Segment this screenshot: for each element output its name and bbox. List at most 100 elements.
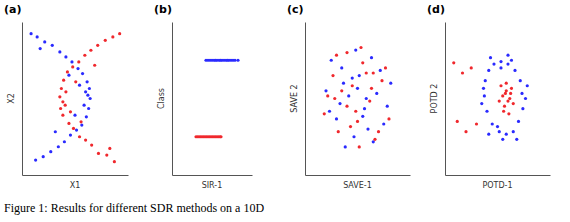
point xyxy=(509,92,512,95)
point xyxy=(80,124,83,127)
panel-label: (d) xyxy=(427,3,445,16)
point xyxy=(498,130,501,133)
panel-label: (c) xyxy=(287,3,304,16)
point xyxy=(505,133,508,136)
point xyxy=(335,54,338,57)
y-axis xyxy=(22,23,23,176)
point xyxy=(77,60,80,63)
point xyxy=(489,56,492,59)
x-label: SIR-1 xyxy=(202,181,223,190)
point xyxy=(358,74,361,77)
point xyxy=(344,145,347,148)
point xyxy=(359,46,362,49)
point xyxy=(323,112,326,115)
point xyxy=(356,87,359,90)
panel: (d)POTD-1POTD 2 xyxy=(427,3,551,190)
point xyxy=(373,138,376,141)
x-axis xyxy=(446,175,551,176)
point xyxy=(113,160,116,163)
point xyxy=(39,47,42,50)
point xyxy=(69,133,72,136)
point xyxy=(61,100,64,103)
point xyxy=(377,130,380,133)
point xyxy=(59,107,62,110)
point xyxy=(361,115,364,118)
axis-line xyxy=(305,23,306,176)
point xyxy=(86,80,89,83)
y-axis xyxy=(445,23,446,176)
point xyxy=(484,79,487,82)
point xyxy=(496,125,499,128)
point xyxy=(499,60,502,63)
y-label: SAVE 2 xyxy=(290,84,299,112)
point xyxy=(380,79,383,82)
point xyxy=(365,71,368,74)
point xyxy=(354,110,357,113)
point xyxy=(461,71,464,74)
x-axis xyxy=(23,175,129,176)
point xyxy=(104,39,107,42)
point xyxy=(470,66,473,69)
point xyxy=(236,59,239,62)
point xyxy=(512,130,515,133)
y-axis xyxy=(172,23,173,176)
y-label: Class xyxy=(157,88,166,109)
point xyxy=(90,143,93,146)
point xyxy=(326,94,329,97)
point xyxy=(337,130,340,133)
point xyxy=(502,110,505,113)
point xyxy=(84,138,87,141)
point xyxy=(504,92,507,95)
point xyxy=(498,99,501,102)
point xyxy=(49,150,52,153)
axis-line xyxy=(445,23,446,176)
point xyxy=(78,135,81,138)
axis-line xyxy=(23,175,129,176)
point xyxy=(340,66,343,69)
point xyxy=(58,95,61,98)
point xyxy=(501,94,504,97)
point xyxy=(351,84,354,87)
points xyxy=(194,59,239,139)
point xyxy=(81,72,84,75)
point xyxy=(328,110,331,113)
point xyxy=(503,105,506,108)
x-label: POTD-1 xyxy=(482,181,512,190)
point xyxy=(118,32,121,35)
point xyxy=(492,62,495,65)
point xyxy=(386,105,389,108)
point xyxy=(233,59,236,62)
point xyxy=(456,120,459,123)
point xyxy=(361,61,364,64)
point xyxy=(67,74,70,77)
panel: (b)SIR-1Class xyxy=(154,3,253,190)
point xyxy=(330,59,333,62)
point xyxy=(524,97,527,100)
point xyxy=(74,80,77,83)
point xyxy=(105,153,108,156)
point xyxy=(73,114,76,117)
point xyxy=(338,102,341,105)
point xyxy=(501,138,504,141)
point xyxy=(34,158,37,161)
point xyxy=(452,61,455,64)
point xyxy=(510,59,513,62)
point xyxy=(345,105,348,108)
point xyxy=(499,84,502,87)
panel-label: (a) xyxy=(4,3,21,16)
point xyxy=(76,67,79,70)
point xyxy=(62,79,65,82)
panel: (a)X1X2 xyxy=(4,3,129,190)
axis-line xyxy=(22,23,23,176)
point xyxy=(526,84,529,87)
point xyxy=(517,120,520,123)
point xyxy=(87,107,90,110)
point xyxy=(506,62,509,65)
axis-line xyxy=(172,23,173,176)
point xyxy=(366,128,369,131)
point xyxy=(58,50,61,53)
points xyxy=(29,32,121,163)
point xyxy=(354,48,357,51)
point xyxy=(43,40,46,43)
point xyxy=(89,49,92,52)
